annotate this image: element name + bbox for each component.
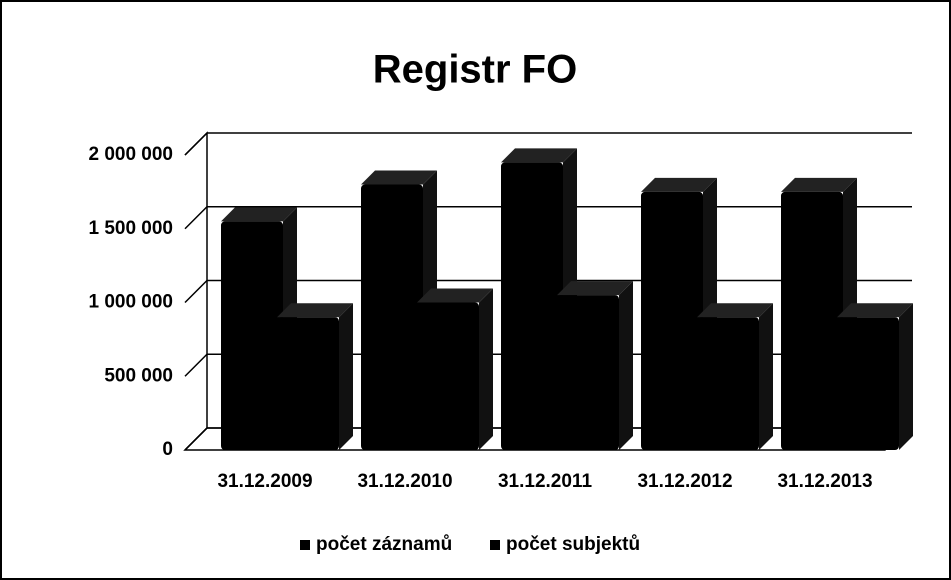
bar-top	[221, 207, 297, 222]
y-tick-label: 1 500 000	[88, 218, 173, 239]
legend-label: počet subjektů	[506, 534, 640, 555]
bar-top	[277, 303, 353, 318]
bar	[557, 295, 619, 450]
bar	[837, 317, 899, 450]
bar-side	[899, 303, 913, 450]
legend-label: počet záznamů	[316, 534, 452, 555]
bar	[277, 317, 339, 450]
bar-top	[837, 303, 913, 318]
bar	[781, 191, 843, 450]
legend-swatch	[490, 540, 500, 550]
y-tick-label: 0	[162, 439, 173, 460]
bar	[697, 317, 759, 450]
legend-swatch	[300, 540, 310, 550]
bar-side	[479, 288, 493, 450]
x-tick-label: 31.12.2010	[357, 471, 452, 492]
bar-top	[557, 281, 633, 296]
bar-top	[641, 177, 717, 192]
bar-side	[619, 281, 633, 450]
bar	[221, 221, 283, 450]
bar-side	[759, 303, 773, 450]
x-tick-label: 31.12.2012	[637, 471, 732, 492]
x-tick-label: 31.12.2011	[498, 471, 592, 492]
y-tick-label: 2 000 000	[88, 144, 173, 165]
x-tick-label: 31.12.2013	[777, 471, 872, 492]
bar	[641, 191, 703, 450]
bar-side	[339, 303, 353, 450]
chart-title: Registr FO	[373, 48, 577, 92]
bar-top	[501, 148, 577, 163]
bar-top	[361, 170, 437, 185]
bar	[417, 302, 479, 450]
grid-line	[184, 132, 912, 156]
bar-top	[781, 177, 857, 192]
y-tick-label: 1 000 000	[88, 292, 173, 313]
y-tick-label: 500 000	[104, 365, 173, 386]
x-tick-label: 31.12.2009	[217, 471, 312, 492]
bar-top	[697, 303, 773, 318]
bar-top	[417, 288, 493, 303]
bar	[501, 162, 563, 450]
bar	[361, 184, 423, 450]
